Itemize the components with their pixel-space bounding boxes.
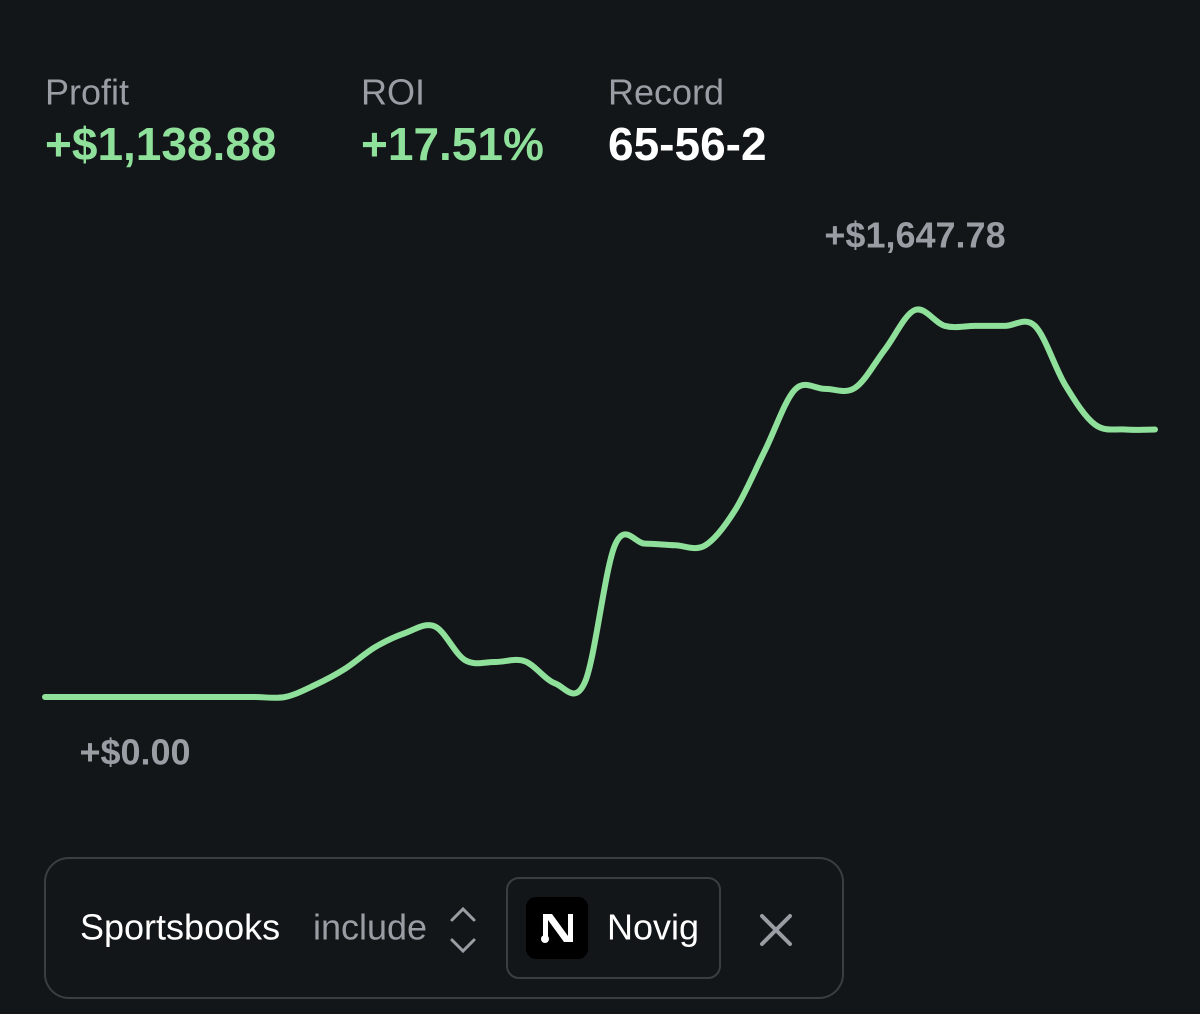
filter-box (44, 857, 844, 999)
stat-label: Profit (45, 72, 129, 113)
filter-operator[interactable]: include (313, 907, 427, 948)
chip[interactable] (506, 877, 721, 979)
operator-toggle[interactable] (450, 906, 476, 954)
profit-line (42, 306, 1158, 701)
stat-label: Record (608, 72, 724, 113)
chip-icon-dot (541, 935, 549, 943)
remove-filter[interactable] (760, 914, 792, 946)
stat-label: ROI (361, 72, 425, 113)
stat-value: +17.51% (361, 118, 544, 170)
min-label: +$0.00 (79, 732, 190, 773)
filter-field[interactable]: Sportsbooks (80, 907, 280, 948)
stat-value: 65-56-2 (608, 118, 767, 170)
chip-label[interactable]: Novig (607, 907, 699, 948)
max-label: +$1,647.78 (824, 215, 1005, 256)
chip-icon-glyph (543, 914, 573, 942)
stat-value: +$1,138.88 (45, 118, 277, 170)
